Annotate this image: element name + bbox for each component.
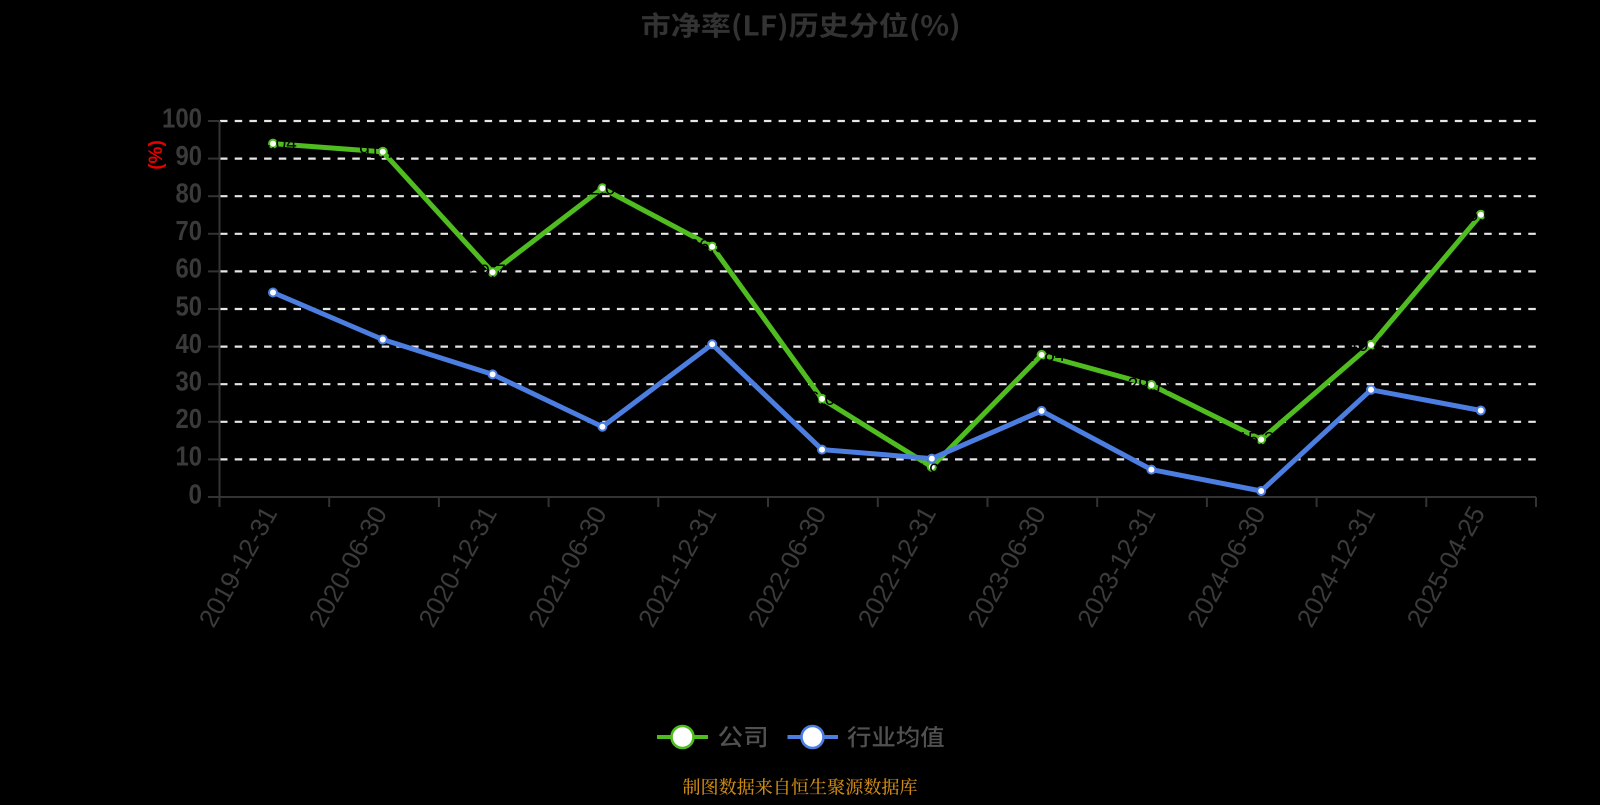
svg-text:75.05: 75.05: [1457, 205, 1505, 226]
svg-text:37.84: 37.84: [1018, 345, 1066, 366]
svg-text:15.31: 15.31: [1237, 430, 1285, 451]
svg-text:66.57: 66.57: [688, 237, 736, 258]
svg-text:40: 40: [176, 328, 203, 359]
svg-text:30: 30: [176, 366, 203, 397]
svg-text:29.79: 29.79: [1128, 375, 1176, 396]
svg-text:90: 90: [176, 140, 203, 171]
svg-text:100: 100: [162, 102, 202, 133]
svg-text:0: 0: [189, 478, 203, 509]
svg-text:91.75: 91.75: [359, 142, 407, 163]
svg-text:(%): (%): [146, 140, 167, 170]
svg-text:94.04: 94.04: [249, 134, 297, 155]
svg-text:26.06: 26.06: [798, 389, 846, 410]
svg-text:82.07: 82.07: [579, 178, 627, 199]
svg-text:59.79: 59.79: [469, 262, 517, 283]
svg-text:40.45: 40.45: [1347, 335, 1395, 356]
svg-text:7.98: 7.98: [913, 461, 950, 482]
svg-text:20: 20: [176, 403, 203, 434]
svg-text:60: 60: [176, 253, 203, 284]
svg-text:10: 10: [176, 441, 203, 472]
svg-text:80: 80: [176, 178, 203, 209]
svg-text:70: 70: [176, 215, 203, 246]
svg-text:50: 50: [176, 290, 203, 321]
